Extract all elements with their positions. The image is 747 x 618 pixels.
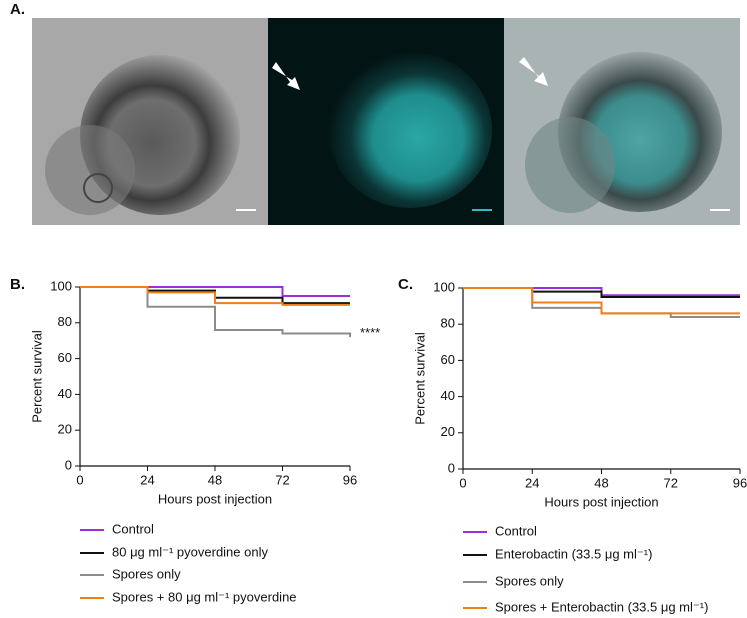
- x-tick-label: 96: [733, 475, 747, 490]
- y-axis-label: Percent survival: [29, 330, 44, 423]
- y-tick-label: 20: [441, 424, 455, 439]
- x-tick-label: 48: [208, 472, 222, 487]
- y-tick-label: 0: [65, 457, 72, 472]
- x-tick-label: 0: [76, 472, 83, 487]
- head: [525, 117, 615, 213]
- x-axis-label: Hours post injection: [544, 494, 658, 509]
- legend-label: Spores + 80 μg ml⁻¹ pyoverdine: [112, 589, 297, 604]
- legend-label: Spores only: [495, 573, 564, 588]
- legend-label: Spores + Enterobactin (33.5 μg ml⁻¹): [495, 599, 708, 614]
- y-tick-label: 60: [58, 350, 72, 365]
- x-tick-label: 24: [525, 475, 539, 490]
- yolk: [328, 52, 492, 208]
- x-tick-label: 72: [664, 475, 678, 490]
- y-axis-label: Percent survival: [412, 332, 427, 425]
- legend-label: 80 μg ml⁻¹ pyoverdine only: [112, 544, 268, 559]
- significance: ****: [360, 325, 380, 340]
- arrow: [272, 62, 300, 90]
- head: [45, 125, 135, 215]
- legend-label: Control: [495, 523, 537, 538]
- survival-line: [80, 286, 351, 338]
- arrow: [519, 57, 548, 86]
- panel-label: C.: [398, 276, 413, 293]
- y-tick-label: 0: [448, 460, 455, 475]
- legend-label: Enterobactin (33.5 μg ml⁻¹): [495, 546, 652, 561]
- y-tick-label: 40: [441, 388, 455, 403]
- y-tick-label: 40: [58, 386, 72, 401]
- x-tick-label: 48: [594, 475, 608, 490]
- y-tick-label: 80: [441, 316, 455, 331]
- x-tick-label: 96: [343, 472, 357, 487]
- y-tick-label: 20: [58, 422, 72, 437]
- x-axis-label: Hours post injection: [158, 491, 272, 506]
- eye: [83, 173, 113, 203]
- survival-line: [80, 286, 350, 306]
- y-tick-label: 80: [58, 314, 72, 329]
- x-tick-label: 0: [459, 475, 466, 490]
- x-tick-label: 24: [140, 472, 154, 487]
- y-tick-label: 60: [441, 352, 455, 367]
- panel-label: A.: [10, 1, 25, 18]
- y-tick-label: 100: [433, 279, 455, 294]
- legend-label: Spores only: [112, 566, 181, 581]
- microscopy-images: [32, 18, 740, 225]
- legend-label: Control: [112, 521, 154, 536]
- x-tick-label: 72: [275, 472, 289, 487]
- survival-line: [463, 287, 740, 315]
- y-tick-label: 100: [50, 278, 72, 293]
- panel-label: B.: [10, 276, 25, 293]
